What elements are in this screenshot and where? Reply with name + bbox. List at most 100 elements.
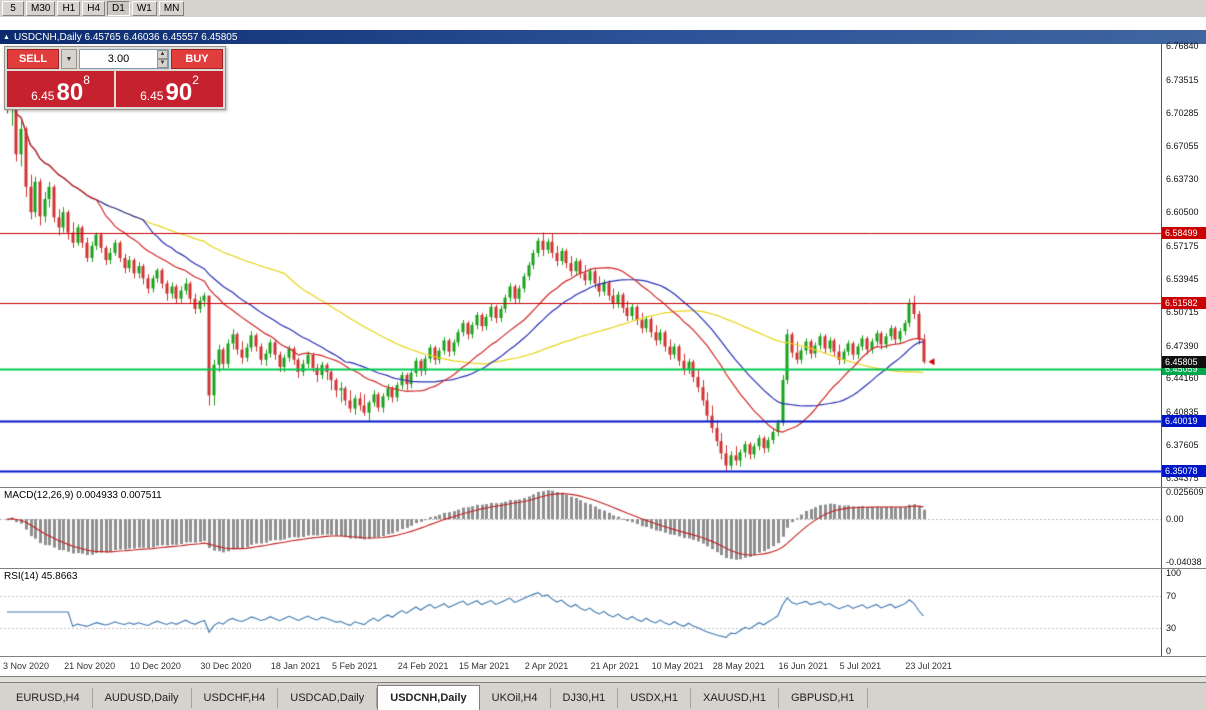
price-line-label[interactable]: 6.40019: [1162, 414, 1206, 427]
price-axis-tick: 6.73515: [1166, 74, 1199, 85]
volume-dropdown-button[interactable]: ▼: [61, 49, 77, 69]
timeframe-button-h4[interactable]: H4: [82, 1, 106, 16]
timeframe-button-w1[interactable]: W1: [131, 1, 157, 16]
date-axis-label: 5 Feb 2021: [332, 661, 378, 671]
date-axis-label: 28 May 2021: [712, 661, 765, 671]
spin-up-icon[interactable]: ▲: [157, 50, 168, 59]
price-axis-tick: 6.67055: [1166, 140, 1199, 151]
price-axis-tick: 6.53945: [1166, 273, 1199, 284]
price-axis-tick: 6.50715: [1166, 306, 1199, 317]
panel-separator: [0, 568, 1206, 569]
price-axis-tick: 6.40835: [1166, 407, 1199, 418]
macd-value-axis[interactable]: 0.025609 0.00 -0.04038: [1161, 487, 1206, 568]
ask-price-box[interactable]: 6.45 90 2: [116, 71, 223, 107]
price-axis-tick: 6.44160: [1166, 373, 1199, 384]
tab-usdcad-daily[interactable]: USDCAD,Daily: [278, 688, 378, 708]
rsi-axis-tick: 30: [1166, 622, 1177, 633]
timeframe-button-m30[interactable]: M30: [26, 1, 56, 16]
timeframe-button-mn[interactable]: MN: [158, 1, 185, 16]
bid-price-big: 80: [56, 79, 84, 106]
main-chart-canvas[interactable]: [0, 44, 1161, 487]
horizontal-scrollbar[interactable]: [0, 676, 1206, 682]
macd-axis-tick: 0.025609: [1166, 487, 1204, 497]
date-axis[interactable]: 3 Nov 2020 21 Nov 2020 10 Dec 2020 30 Dec 2…: [0, 657, 1206, 676]
tab-xauusd-h1[interactable]: XAUUSD,H1: [691, 688, 779, 708]
date-axis-label: 16 Jun 2021: [778, 661, 829, 671]
tab-audusd-daily[interactable]: AUDUSD,Daily: [93, 688, 192, 708]
buy-button[interactable]: BUY: [171, 49, 223, 69]
tab-usdx-h1[interactable]: USDX,H1: [618, 688, 691, 708]
spin-down-icon[interactable]: ▼: [157, 59, 168, 68]
date-axis-label: 21 Nov 2020: [64, 661, 116, 671]
date-axis-label: 2 Apr 2021: [524, 661, 569, 671]
tab-usdchf-h4[interactable]: USDCHF,H4: [192, 688, 279, 708]
price-axis-tick: 6.70285: [1166, 107, 1199, 118]
ask-price-prefix: 6.45: [140, 89, 164, 103]
price-axis-tick: 6.63730: [1166, 174, 1199, 185]
timeframe-button-d1[interactable]: D1: [107, 1, 130, 16]
price-line-label[interactable]: 6.58499: [1162, 226, 1206, 239]
bid-price-box[interactable]: 6.45 80 8: [7, 71, 114, 107]
timeframe-button-h1[interactable]: H1: [57, 1, 81, 16]
date-axis-label: 10 May 2021: [651, 661, 704, 671]
bid-price-prefix: 6.45: [31, 89, 55, 103]
main-price-axis[interactable]: 6.76840 6.73515 6.70285 6.67055 6.63730 6.605…: [1161, 41, 1206, 487]
date-axis-label: 24 Feb 2021: [397, 661, 449, 671]
rsi-canvas[interactable]: [0, 569, 1161, 656]
price-axis-tick: 6.57175: [1166, 241, 1199, 252]
price-line-label[interactable]: 6.35078: [1162, 464, 1206, 477]
chevron-down-icon: ▼: [65, 55, 73, 63]
price-axis-tick: 6.60500: [1166, 207, 1199, 218]
rsi-panel: RSI(14) 45.8663 100 70 30 0: [0, 568, 1206, 656]
rsi-value-axis[interactable]: 100 70 30 0: [1161, 568, 1206, 656]
timeframe-toolbar: 5 M30 H1 H4 D1 W1 MN: [0, 0, 1206, 18]
menu-strip: [0, 18, 1206, 30]
timeframe-button-5[interactable]: 5: [2, 1, 24, 16]
volume-spinner: ▲ ▼: [157, 50, 168, 68]
date-axis-label: 30 Dec 2020: [200, 661, 252, 671]
date-axis-label: 18 Jan 2021: [270, 661, 321, 671]
chart-tab-bar: EURUSD,H4 AUDUSD,Daily USDCHF,H4 USDCAD,Dai…: [0, 682, 1206, 710]
price-axis-tick: 6.37605: [1166, 440, 1199, 451]
tab-dj30-h1[interactable]: DJ30,H1: [551, 688, 619, 708]
chart-title-ohlc: USDCNH,Daily 6.45765 6.46036 6.45557 6.4…: [13, 31, 238, 43]
panel-separator: [0, 487, 1206, 488]
macd-axis-tick: -0.04038: [1166, 557, 1202, 567]
panel-separator: [0, 656, 1206, 657]
rsi-axis-tick: 100: [1166, 568, 1182, 578]
macd-chart-area[interactable]: MACD(12,26,9) 0.004933 0.007511: [0, 488, 1161, 568]
tab-gbpusd-h1[interactable]: GBPUSD,H1: [779, 688, 868, 708]
date-axis-label: 5 Jul 2021: [839, 661, 882, 671]
date-axis-label: 15 Mar 2021: [458, 661, 510, 671]
macd-indicator-label: MACD(12,26,9) 0.004933 0.007511: [4, 490, 162, 501]
tab-usdcnh-daily[interactable]: USDCNH,Daily: [377, 685, 480, 710]
rsi-axis-tick: 0: [1166, 646, 1172, 656]
price-line-label[interactable]: 6.51582: [1162, 296, 1206, 309]
date-axis-label: 23 Jul 2021: [905, 661, 952, 671]
macd-axis-tick: 0.00: [1166, 514, 1184, 525]
macd-canvas[interactable]: [0, 488, 1161, 568]
tab-eurusd-h4[interactable]: EURUSD,H4: [4, 688, 93, 708]
rsi-indicator-label: RSI(14) 45.8663: [4, 571, 78, 582]
tab-ukoil-h4[interactable]: UKOil,H4: [480, 688, 551, 708]
chart-window-icon: ▲: [3, 33, 10, 41]
ask-price-big: 90: [165, 79, 193, 106]
rsi-chart-area[interactable]: RSI(14) 45.8663: [0, 569, 1161, 656]
date-axis-label: 21 Apr 2021: [590, 661, 640, 671]
volume-input[interactable]: [80, 53, 168, 65]
macd-panel: MACD(12,26,9) 0.004933 0.007511 0.025609…: [0, 487, 1206, 568]
volume-field-wrap: ▲ ▼: [79, 49, 169, 69]
price-line-label[interactable]: 6.45805: [1162, 355, 1206, 368]
date-axis-label: 10 Dec 2020: [129, 661, 181, 671]
price-axis-tick: 6.47390: [1166, 340, 1199, 351]
price-axis-tick: 6.34375: [1166, 473, 1199, 483]
price-axis-tick: 6.76840: [1166, 41, 1199, 51]
bid-price-sup: 8: [83, 73, 90, 87]
chart-window-title-bar: ▲ USDCNH,Daily 6.45765 6.46036 6.45557 6…: [0, 30, 1206, 44]
rsi-axis-tick: 70: [1166, 591, 1177, 602]
sell-button[interactable]: SELL: [7, 49, 59, 69]
